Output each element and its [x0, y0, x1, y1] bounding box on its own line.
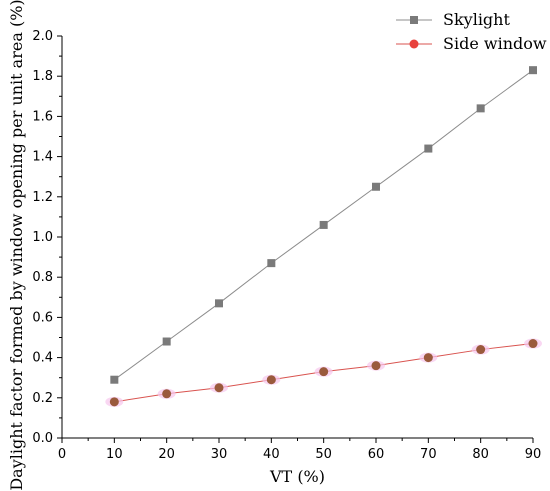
y-tick-label: 0.0	[32, 431, 53, 446]
x-tick-label: 30	[211, 447, 228, 462]
y-tick-label: 0.4	[32, 351, 53, 366]
side-window-point	[319, 367, 329, 377]
x-tick-label: 10	[106, 447, 123, 462]
x-axis-ticks: 0 10 20 30 40 50 60 70 80 90	[58, 438, 541, 462]
x-tick-label: 40	[263, 447, 280, 462]
y-axis-title: Daylight factor formed by window opening…	[7, 0, 26, 491]
legend-label-0: Skylight	[443, 10, 510, 29]
side-window-point	[162, 389, 172, 399]
x-tick-label: 90	[525, 447, 542, 462]
side-window-point	[266, 375, 276, 385]
x-tick-label: 20	[158, 447, 175, 462]
x-tick-label: 70	[420, 447, 437, 462]
skylight-point	[110, 375, 119, 384]
skylight-point	[267, 259, 276, 268]
y-axis-ticks: 0.0 0.2 0.4 0.6 0.8 1.0 1.2 1.4 1.6 1.8 2.0	[32, 29, 62, 446]
side-window-point	[214, 383, 224, 393]
legend-marker-circle	[409, 39, 419, 49]
y-tick-label: 1.4	[32, 150, 53, 165]
y-tick-label: 0.6	[32, 310, 53, 325]
y-tick-label: 1.2	[32, 190, 53, 205]
skylight-point	[162, 337, 171, 346]
skylight-point	[476, 104, 485, 113]
x-tick-label: 80	[472, 447, 489, 462]
y-tick-label: 0.2	[32, 391, 53, 406]
skylight-point	[319, 220, 328, 229]
y-tick-label: 1.0	[32, 230, 53, 245]
y-tick-label: 1.8	[32, 69, 53, 84]
x-axis-title: VT (%)	[269, 467, 325, 486]
y-tick-label: 2.0	[32, 29, 53, 44]
side-window-point	[109, 397, 119, 407]
y-tick-label: 0.8	[32, 270, 53, 285]
side-window-point	[528, 339, 538, 349]
x-tick-label: 0	[58, 447, 66, 462]
skylight-point	[529, 66, 537, 75]
skylight-point	[424, 144, 433, 153]
skylight-point	[215, 299, 223, 308]
side-window-point	[476, 345, 486, 355]
side-window-point	[371, 361, 381, 371]
x-tick-label: 50	[315, 447, 332, 462]
series-layer	[105, 66, 542, 407]
legend: Skylight Side window	[396, 10, 547, 53]
y-tick-label: 1.6	[32, 109, 53, 124]
legend-label-1: Side window	[443, 34, 547, 53]
skylight-point	[372, 182, 380, 191]
legend-marker-square	[410, 16, 418, 24]
side-window-point	[423, 353, 433, 363]
x-tick-label: 60	[368, 447, 385, 462]
